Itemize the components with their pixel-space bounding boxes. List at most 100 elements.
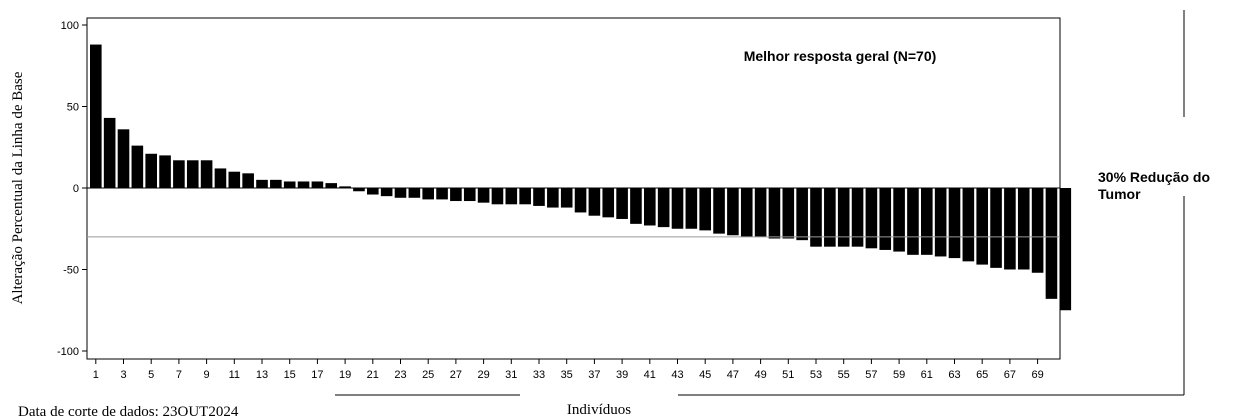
bar-subject-47 [727,188,739,236]
bar-subject-49 [754,188,767,237]
x-tick-label: 11 [229,369,240,381]
bar-subject-43 [671,188,684,229]
bar-subject-32 [519,188,531,205]
bar-subject-55 [837,188,850,247]
y-tick-label: 100 [61,20,79,32]
bar-subject-1 [90,44,102,189]
bar-subject-42 [657,188,670,228]
x-tick-label: 25 [422,369,434,381]
bar-subject-35 [560,188,573,208]
bar-subject-68 [1017,188,1030,270]
bar-subject-66 [990,188,1002,268]
y-tick-label: 50 [67,102,79,114]
y-tick-label: 0 [73,183,79,195]
x-axis-label: Indivíduos [567,402,631,418]
bar-subject-67 [1004,188,1016,270]
x-tick-label: 5 [148,369,154,381]
footnote-data-cutoff: Data de corte de dados: 23OUT2024 [18,404,239,419]
reference-label-line-2: Tumor [1098,186,1141,202]
bar-subject-19 [339,186,351,188]
x-tick-label: 29 [477,369,489,381]
bar-subject-50 [768,188,781,239]
bar-subject-36 [574,188,587,213]
bar-subject-57 [865,188,878,249]
bar-subject-15 [283,181,296,188]
bar-subject-14 [270,179,282,188]
x-tick-label: 47 [727,369,739,381]
bar-subject-27 [450,188,462,202]
y-axis-label: Alteração Percentual da Linha de Base [10,71,26,304]
bar-subject-45 [699,188,711,231]
x-tick-label: 55 [838,369,850,381]
bar-subject-62 [934,188,947,257]
bar-subject-26 [436,188,448,200]
bar-subject-12 [242,173,254,188]
bar-subject-13 [256,179,268,188]
x-tick-label: 17 [311,369,323,381]
bar-subject-52 [796,188,808,241]
bar-subject-20 [353,188,365,192]
bar-subject-28 [463,188,476,202]
bar-subject-51 [782,188,795,239]
x-tick-label: 31 [505,369,517,381]
x-tick-label: 63 [948,369,960,381]
bar-subject-61 [921,188,933,255]
bar-subject-11 [228,171,241,188]
y-tick-label: -100 [57,346,79,358]
x-tick-label: 51 [782,369,794,381]
bar-subject-40 [630,188,642,224]
bar-subject-2 [103,117,116,188]
x-tick-label: 3 [120,369,126,381]
bar-subject-30 [491,188,504,205]
bar-subject-10 [214,168,227,188]
bar-subject-38 [602,188,615,218]
x-tick-label: 61 [921,369,933,381]
x-tick-label: 41 [644,369,656,381]
bar-subject-8 [186,160,199,188]
bar-subject-9 [200,160,213,188]
bar-subject-33 [533,188,545,206]
bar-subject-23 [394,188,407,198]
x-tick-label: 33 [533,369,545,381]
chart-title: Melhor resposta geral (N=70) [744,48,937,64]
bar-subject-53 [810,188,822,247]
bar-subject-46 [713,188,725,234]
x-tick-label: 69 [1031,369,1043,381]
x-tick-label: 57 [865,369,877,381]
bar-subject-58 [879,188,892,250]
bar-subject-70 [1045,188,1058,299]
bar-subject-63 [948,188,961,259]
reference-label-line-1: 30% Redução do [1098,169,1210,185]
x-tick-label: 59 [893,369,905,381]
y-axis-ticks: 100 50 0 -50 -100 [57,20,87,358]
x-tick-label: 21 [367,369,379,381]
bar-subject-29 [477,188,490,203]
x-tick-label: 19 [339,369,351,381]
bar-subject-71 [1059,188,1072,311]
x-tick-label: 35 [561,369,573,381]
x-tick-label: 1 [93,369,99,381]
bar-subject-24 [408,188,421,198]
x-tick-label: 15 [284,369,296,381]
bar-subject-41 [644,188,656,226]
bar-subject-17 [311,181,324,188]
x-tick-label: 13 [256,369,268,381]
x-tick-label: 9 [204,369,210,381]
bar-subject-48 [740,188,753,237]
x-tick-label: 53 [810,369,822,381]
bar-subject-44 [685,188,698,229]
x-tick-label: 27 [450,369,462,381]
bar-subject-65 [976,188,988,265]
bar-subject-21 [367,188,379,195]
bars-group [90,44,1072,311]
bar-subject-31 [505,188,518,205]
bar-subject-6 [159,155,171,188]
x-axis-ticks: 1 3 5 7 9 11 13 15 17 19 21 23 25 27 29 31 33 35 37 39 41 43 4… [93,359,1044,381]
x-tick-label: 7 [176,369,182,381]
bar-subject-59 [893,188,905,252]
x-tick-label: 65 [976,369,988,381]
bar-subject-56 [851,188,864,247]
x-tick-label: 23 [394,369,406,381]
x-tick-label: 45 [699,369,711,381]
